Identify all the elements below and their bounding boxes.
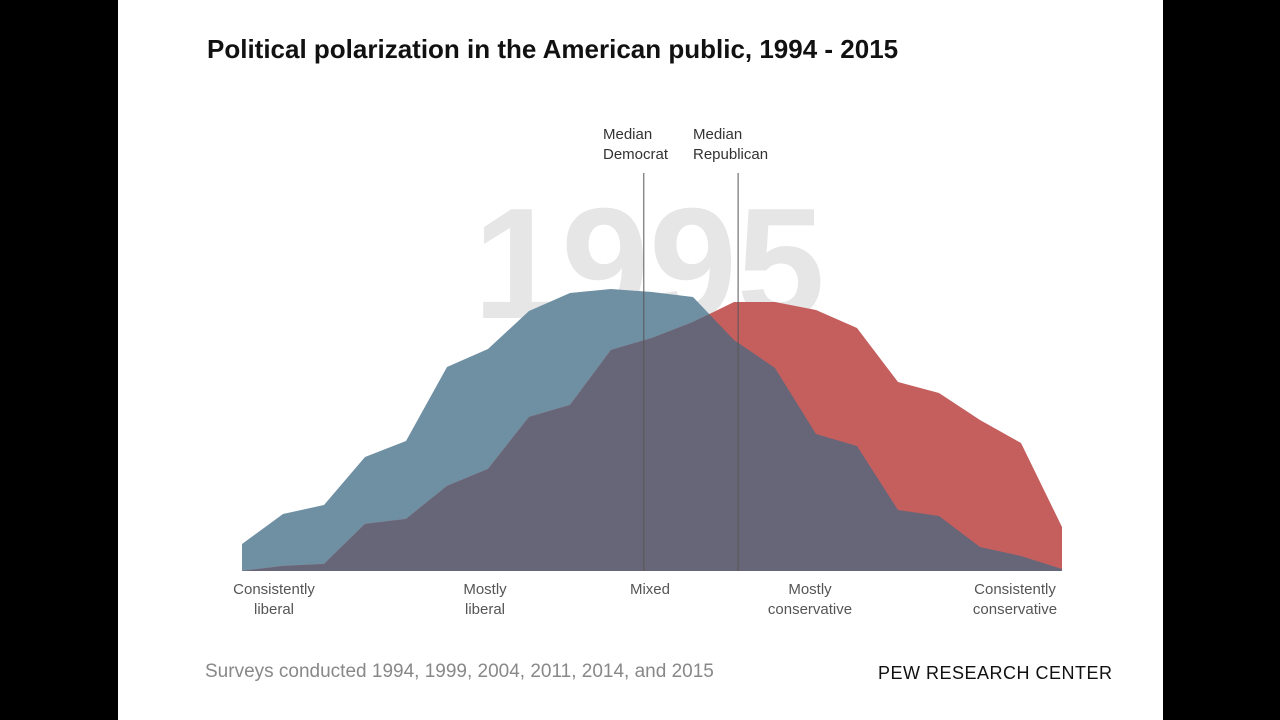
median-label: Democrat [603,146,669,163]
footnote: Surveys conducted 1994, 1999, 2004, 2011… [205,661,714,682]
x-tick-label: conservative [768,601,852,618]
x-tick-label: liberal [254,601,294,618]
slide: 1995 Median Democrat Median Republican Cons… [118,0,1163,720]
area-overlap [242,314,1062,571]
median-label: Median [603,126,652,143]
x-tick-label: Mostly [788,581,832,598]
x-tick-label: liberal [465,601,505,618]
x-tick-label: conservative [973,601,1057,618]
chart-title: Political polarization in the American p… [207,34,899,64]
brand-logo-text: PEW RESEARCH CENTER [878,663,1113,683]
x-tick-label: Consistently [974,581,1056,598]
x-tick-label: Mixed [630,581,670,598]
median-label: Median [693,126,742,143]
x-tick-label: Consistently [233,581,315,598]
x-tick-label: Mostly [463,581,507,598]
median-label: Republican [693,146,768,163]
